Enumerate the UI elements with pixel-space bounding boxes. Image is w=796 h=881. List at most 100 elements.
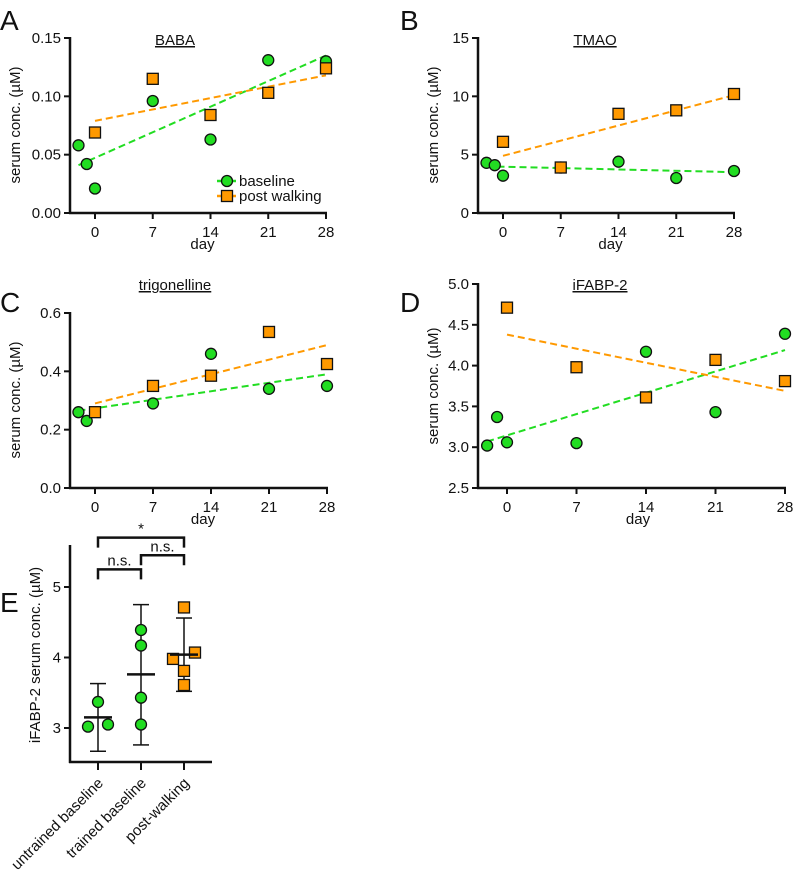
data-point-post xyxy=(500,301,514,314)
data-point-baseline xyxy=(80,157,93,171)
x-tick-label: 21 xyxy=(668,224,685,241)
y-tick-label: 3.0 xyxy=(448,439,469,456)
data-point-baseline xyxy=(778,327,792,340)
data-point-baseline xyxy=(88,182,102,195)
x-tick-label: 28 xyxy=(726,224,743,241)
x-axis-label: day xyxy=(190,236,215,253)
y-tick-label: 0.15 xyxy=(32,30,61,47)
x-tick-label: 0 xyxy=(503,499,511,516)
data-point-baseline xyxy=(204,347,218,360)
y-tick-label: 3 xyxy=(53,720,61,737)
legend-marker-baseline xyxy=(220,174,234,188)
data-point xyxy=(166,652,180,666)
data-point-baseline xyxy=(146,397,160,410)
data-point-baseline xyxy=(496,169,510,182)
data-point xyxy=(91,695,105,709)
y-tick-label: 5 xyxy=(461,147,469,164)
fit-line-baseline xyxy=(78,54,327,167)
data-point xyxy=(134,639,148,652)
data-point-post xyxy=(320,357,334,371)
y-axis-label: serum conc. (µM) xyxy=(425,67,442,184)
x-axis-label: day xyxy=(598,236,623,253)
x-tick-label: 14 xyxy=(203,499,220,516)
significance-label: n.s. xyxy=(150,538,174,555)
data-point-post xyxy=(88,406,102,419)
x-axis-label: day xyxy=(191,511,216,528)
y-tick-label: 0.4 xyxy=(40,363,61,380)
x-tick-label: 0 xyxy=(91,224,99,241)
data-point-baseline xyxy=(72,139,85,152)
x-tick-label: 21 xyxy=(260,224,277,241)
data-point-baseline xyxy=(639,345,653,358)
y-tick-label: 3.5 xyxy=(448,398,469,415)
data-point-post xyxy=(146,379,160,393)
data-point xyxy=(177,664,191,678)
data-point xyxy=(177,601,191,614)
data-point-post xyxy=(496,135,510,148)
data-point xyxy=(177,678,191,692)
fit-line-post xyxy=(94,344,328,405)
y-tick-label: 15 xyxy=(452,30,469,47)
y-tick-label: 5 xyxy=(53,579,61,596)
data-point xyxy=(134,623,148,637)
panel-letter: C xyxy=(0,287,20,318)
y-tick-label: 0.10 xyxy=(32,88,61,105)
data-point-post xyxy=(554,161,567,174)
data-point-post xyxy=(319,62,333,75)
data-point-post xyxy=(709,353,722,367)
significance-bracket xyxy=(96,568,143,580)
data-point-post xyxy=(612,107,625,120)
x-tick-label: 14 xyxy=(638,499,655,516)
x-tick-label: 21 xyxy=(261,499,278,516)
panel-letter: D xyxy=(400,287,420,318)
fit-line-post xyxy=(94,74,327,122)
significance-bracket xyxy=(96,536,186,548)
panel-letter: A xyxy=(0,5,19,36)
x-tick-label: 7 xyxy=(149,224,157,241)
data-point-baseline xyxy=(262,54,275,67)
y-tick-label: 0.05 xyxy=(32,147,61,164)
y-tick-label: 0 xyxy=(461,205,469,222)
data-point-baseline xyxy=(727,164,741,178)
data-point-baseline xyxy=(480,439,494,452)
data-point-baseline xyxy=(72,406,85,419)
fit-line-post xyxy=(502,94,735,157)
data-point-baseline xyxy=(320,379,334,393)
data-point xyxy=(134,718,148,731)
panel-title: BABA xyxy=(155,32,195,49)
panel-letter: B xyxy=(400,5,419,36)
x-tick-label: 14 xyxy=(610,224,627,241)
y-tick-label: 5.0 xyxy=(448,276,469,293)
x-tick-label: 28 xyxy=(777,499,794,516)
x-tick-label: 0 xyxy=(499,224,507,241)
data-point-baseline xyxy=(570,436,583,450)
y-axis-label: serum conc. (µM) xyxy=(7,67,24,184)
x-axis-label: day xyxy=(626,511,651,528)
data-point-baseline xyxy=(262,382,276,395)
data-point xyxy=(134,691,148,704)
panel-title: iFABP-2 xyxy=(572,277,627,294)
panel-a: A BABA 0.00 0.05 0.10 0.15 0 7 14 21 28 day serum co… xyxy=(0,5,334,253)
data-point-post xyxy=(670,104,683,117)
panel-title: trigonelline xyxy=(139,277,212,294)
data-point-post xyxy=(204,369,218,382)
data-point-post xyxy=(727,87,741,101)
significance-bracket xyxy=(139,554,186,566)
y-tick-label: 4.0 xyxy=(448,358,469,375)
y-tick-label: 0.00 xyxy=(32,205,61,222)
significance-label: n.s. xyxy=(107,552,131,569)
y-tick-label: 2.5 xyxy=(448,480,469,497)
panel-letter: E xyxy=(0,587,19,618)
fit-line-baseline xyxy=(78,373,328,412)
y-axis-label: serum conc. (µM) xyxy=(425,328,442,445)
data-point-baseline xyxy=(488,159,501,172)
data-point-baseline xyxy=(709,405,722,419)
y-axis-label: iFABP-2 serum conc. (µM) xyxy=(27,567,44,743)
data-point xyxy=(81,720,95,733)
legend-label-post: post walking xyxy=(239,188,322,205)
data-point-post xyxy=(204,108,217,122)
data-point-baseline xyxy=(146,94,159,108)
